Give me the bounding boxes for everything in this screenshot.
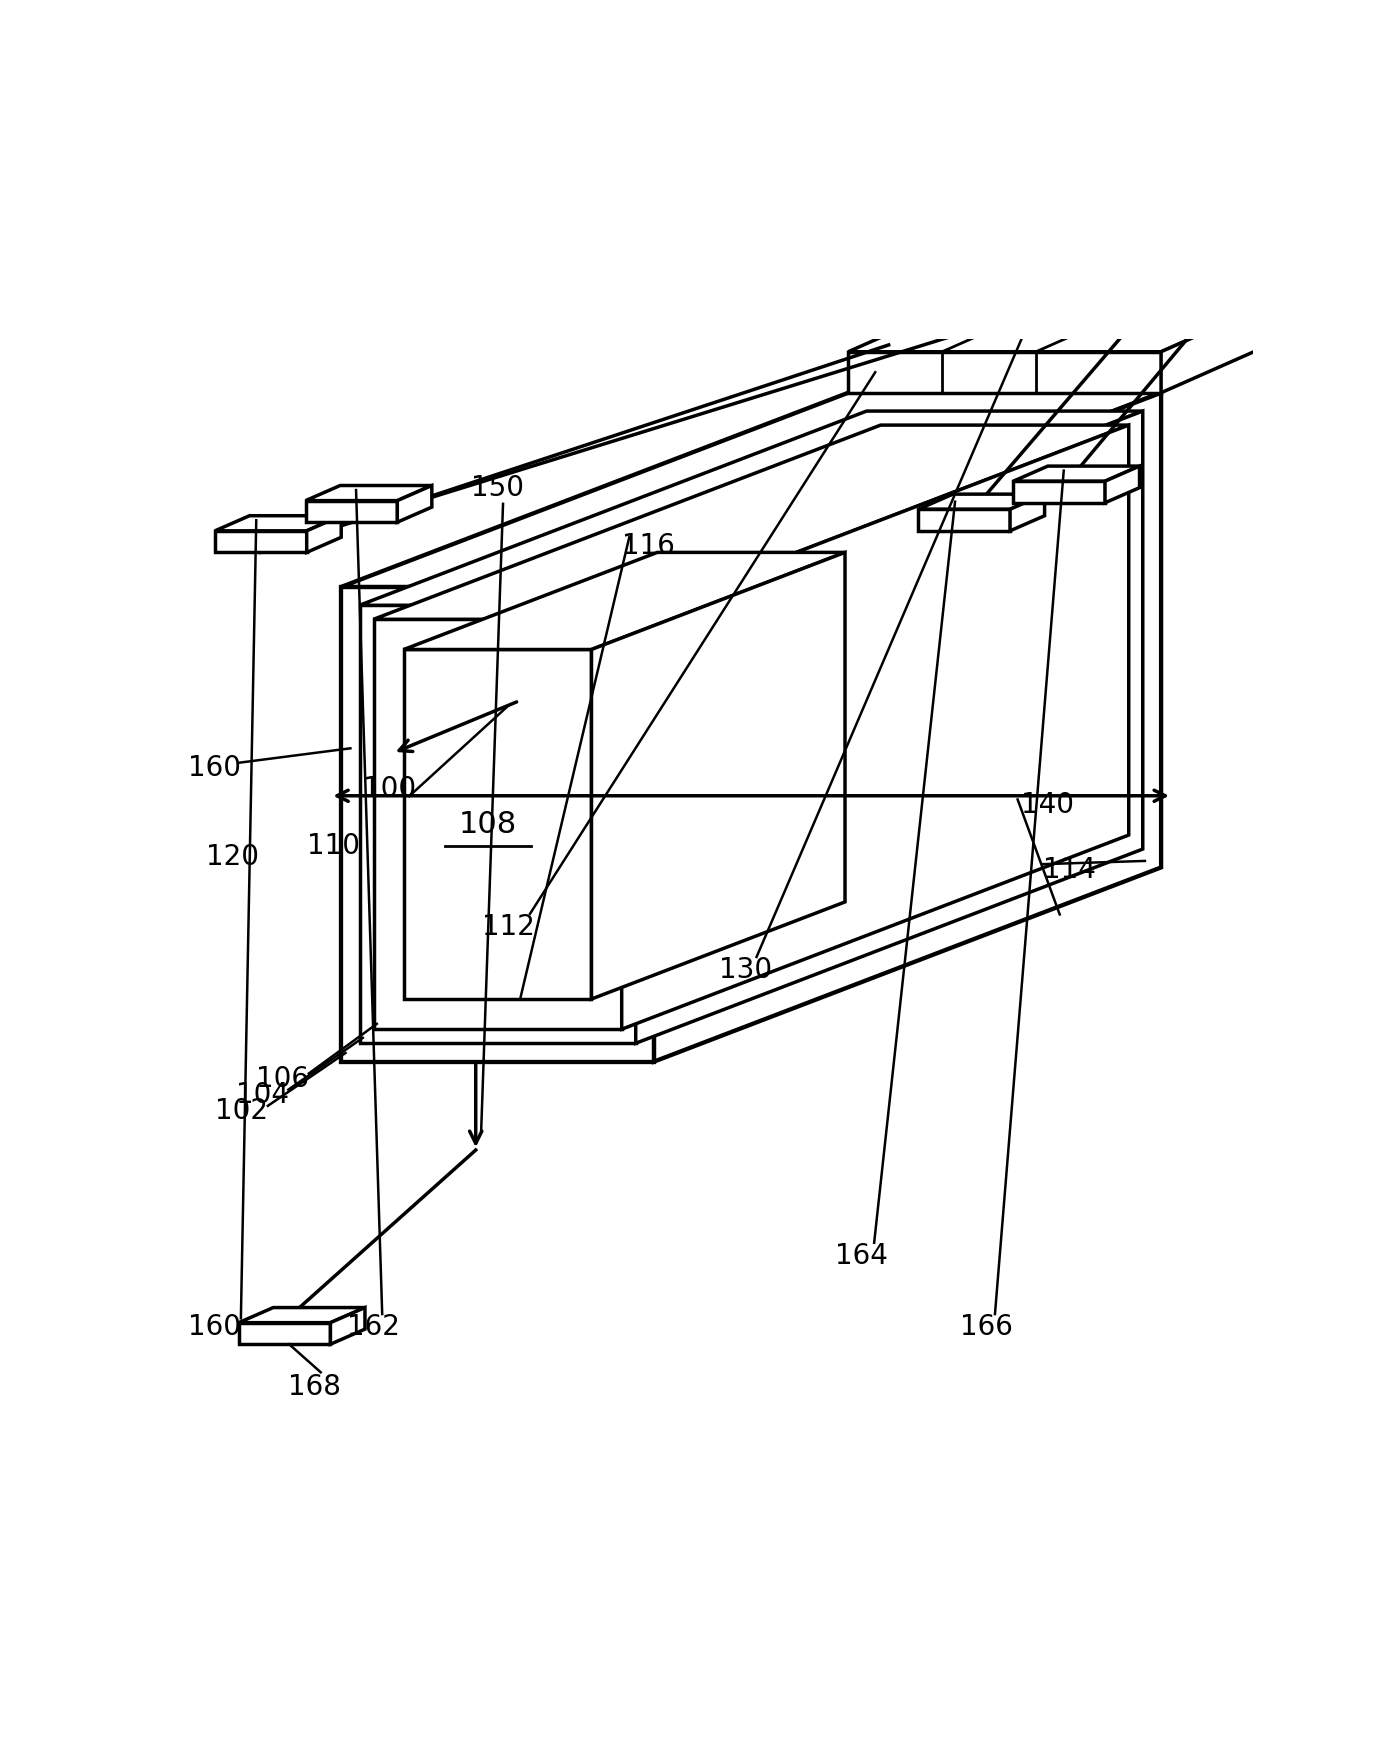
Polygon shape [636,410,1143,1043]
Text: 100: 100 [363,774,416,803]
Polygon shape [1011,494,1044,530]
Polygon shape [359,605,636,1043]
Polygon shape [341,588,654,1061]
Text: 164: 164 [835,1242,888,1269]
Text: 112: 112 [482,913,535,941]
Polygon shape [1013,482,1105,503]
Polygon shape [373,424,1129,619]
Polygon shape [359,410,1143,605]
Polygon shape [848,351,1161,393]
Polygon shape [622,424,1129,1029]
Polygon shape [1105,466,1140,503]
Text: 140: 140 [1022,791,1075,819]
Text: 160: 160 [188,755,241,783]
Polygon shape [214,530,306,553]
Text: 110: 110 [308,831,361,859]
Polygon shape [239,1323,330,1344]
Text: 150: 150 [470,473,525,501]
Text: 168: 168 [288,1374,341,1402]
Text: 166: 166 [960,1313,1013,1341]
Polygon shape [239,1308,365,1323]
Polygon shape [404,649,592,998]
Polygon shape [592,553,845,998]
Polygon shape [214,516,341,530]
Text: 130: 130 [720,956,773,984]
Polygon shape [397,485,432,522]
Polygon shape [1161,306,1264,393]
Polygon shape [306,485,432,501]
Polygon shape [654,393,1161,1061]
Text: 106: 106 [256,1064,309,1092]
Polygon shape [919,510,1011,530]
Text: 162: 162 [347,1313,400,1341]
Text: 104: 104 [237,1082,290,1109]
Text: 108: 108 [459,810,518,838]
Polygon shape [919,494,1044,510]
Text: 116: 116 [622,532,675,560]
Polygon shape [1013,466,1140,482]
Polygon shape [848,306,1264,351]
Polygon shape [306,501,397,522]
Text: 102: 102 [216,1097,269,1125]
Text: 160: 160 [188,1313,241,1341]
Polygon shape [330,1308,365,1344]
Text: 114: 114 [1043,856,1096,883]
Polygon shape [373,619,622,1029]
Text: 120: 120 [206,843,259,871]
Polygon shape [341,393,1161,588]
Polygon shape [306,516,341,553]
Polygon shape [404,553,845,649]
